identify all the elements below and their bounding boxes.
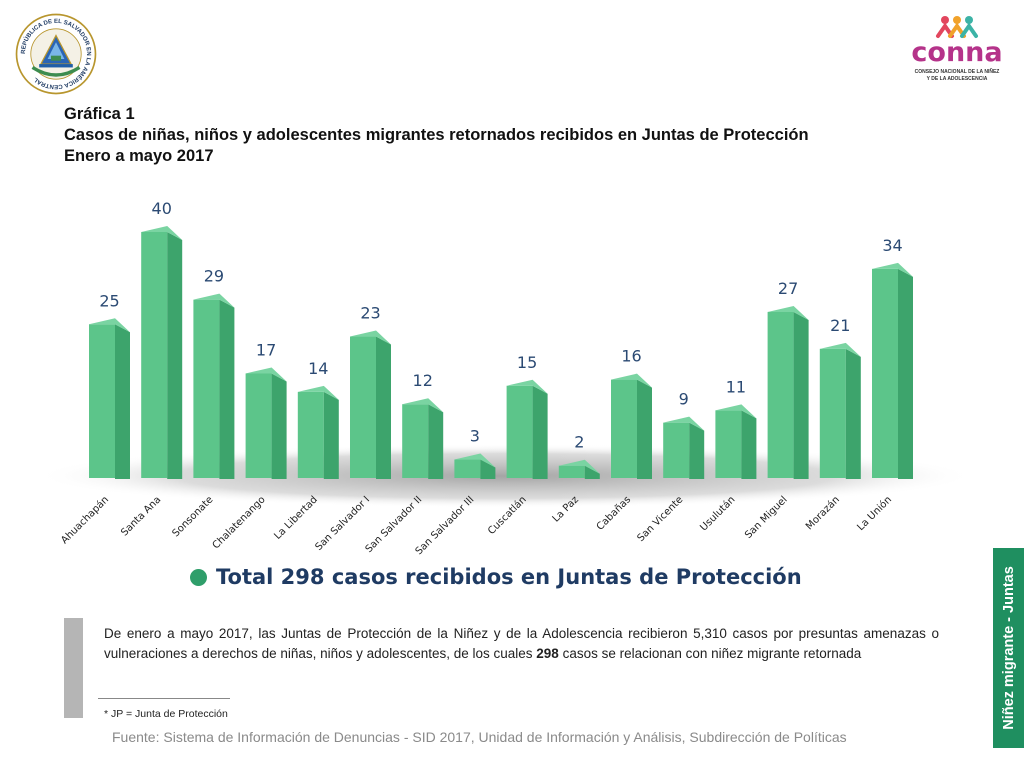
bar-top-3 (245, 367, 287, 382)
bar-side-4 (323, 391, 339, 479)
bar-side-9 (584, 465, 600, 479)
bar-front-1 (141, 232, 168, 478)
bar-front-9 (558, 465, 585, 478)
bar-top-1 (141, 226, 183, 240)
chart-title-block: Gráfica 1 Casos de niñas, niños y adoles… (64, 104, 964, 167)
data-label-5: 23 (360, 304, 380, 323)
bar-top-7 (454, 453, 496, 468)
data-label-1: 40 (152, 199, 172, 218)
bar-top-12 (715, 404, 757, 419)
bar-front-2 (193, 299, 220, 478)
chart-period: Enero a mayo 2017 (64, 147, 214, 165)
source-note: Fuente: Sistema de Información de Denunc… (112, 729, 847, 745)
bar-side-2 (219, 299, 235, 479)
bar-front-10 (611, 379, 637, 478)
section-side-tab: Niñez migrante - Juntas (993, 548, 1024, 748)
category-label-2: Sonsonate (170, 494, 215, 539)
bar-top-15 (872, 262, 913, 277)
data-label-10: 16 (621, 347, 641, 366)
category-label-15: La Unión (855, 494, 894, 533)
bar-front-8 (506, 385, 533, 478)
data-label-2: 29 (204, 267, 224, 286)
data-label-4: 14 (308, 359, 328, 378)
bar-top-14 (819, 342, 861, 357)
bar-top-2 (193, 293, 235, 308)
data-label-13: 27 (778, 279, 798, 298)
bar-front-3 (245, 373, 272, 478)
category-label-1: Santa Ana (119, 494, 163, 538)
data-label-8: 15 (517, 353, 537, 372)
data-label-11: 9 (679, 390, 689, 409)
summary-paragraph: De enero a mayo 2017, las Juntas de Prot… (104, 624, 939, 664)
bar-side-0 (115, 324, 130, 479)
logo-subtext-1: CONSEJO NACIONAL DE LA NIÑEZ (915, 68, 1000, 75)
bar-side-5 (376, 336, 391, 479)
bar-side-6 (428, 404, 444, 479)
circle-bullet-icon (190, 568, 207, 586)
total-summary: Total 298 casos recibidos en Juntas de P… (190, 565, 802, 589)
data-label-15: 34 (882, 236, 902, 255)
bar-top-13 (767, 305, 809, 320)
data-label-3: 17 (256, 340, 276, 359)
side-tab-label: Niñez migrante - Juntas (1000, 566, 1017, 730)
bar-side-14 (845, 348, 861, 479)
category-label-3: Chalatenango (211, 494, 268, 551)
data-label-14: 21 (830, 316, 850, 335)
bar-front-13 (767, 311, 794, 478)
paragraph-text-end: casos se relacionan con niñez migrante r… (558, 646, 862, 661)
footnote-divider (98, 698, 230, 699)
bar-top-11 (663, 416, 705, 431)
conna-logo-icon: conna CONSEJO NACIONAL DE LA NIÑEZ Y DE … (911, 16, 1003, 82)
bar-front-6 (402, 404, 429, 478)
bar-top-10 (611, 373, 652, 388)
bar-front-4 (297, 391, 324, 478)
bar-front-11 (663, 422, 690, 478)
logo-subtext-2: Y DE LA ADOLESCENCIA (927, 76, 988, 82)
chart-title: Casos de niñas, niños y adolescentes mig… (64, 126, 809, 144)
bar-front-12 (715, 410, 742, 478)
coat-of-arms-icon: REPÚBLICA DE EL SALVADOR EN LA AMÉRICA C… (15, 13, 97, 95)
bar-front-0 (89, 324, 115, 478)
bar-top-5 (350, 330, 391, 345)
bar-front-7 (454, 459, 481, 478)
data-label-6: 12 (413, 371, 433, 390)
data-label-9: 2 (574, 433, 584, 452)
bar-top-8 (506, 379, 548, 394)
bar-side-1 (167, 232, 183, 479)
bar-front-15 (872, 268, 898, 478)
total-text: Total 298 casos recibidos en Juntas de P… (216, 565, 802, 589)
bar-front-14 (819, 348, 846, 478)
footnote: * JP = Junta de Protección (104, 708, 228, 720)
bar-top-6 (402, 398, 444, 413)
bar-side-13 (793, 311, 809, 479)
bar-front-5 (350, 336, 376, 478)
bar-side-8 (532, 385, 548, 479)
paragraph-text-start: De enero a mayo 2017, las Juntas de Prot… (104, 626, 939, 661)
bar-side-15 (898, 268, 913, 479)
bar-side-10 (637, 379, 652, 479)
bar-side-12 (741, 410, 757, 479)
chart-number: Gráfica 1 (64, 105, 135, 123)
bar-top-9 (558, 459, 600, 474)
quote-bar (64, 618, 83, 718)
bar-top-4 (297, 385, 339, 400)
data-label-12: 11 (726, 377, 746, 396)
data-label-0: 25 (99, 291, 119, 310)
bar-top-0 (89, 318, 130, 333)
logo-text: conna (911, 37, 1002, 68)
bar-side-7 (480, 459, 496, 479)
data-label-7: 3 (470, 427, 480, 446)
category-label-0: Ahuachapán (58, 494, 111, 547)
paragraph-highlight: 298 (536, 646, 559, 661)
bar-side-3 (271, 373, 287, 479)
bar-side-11 (689, 422, 705, 479)
